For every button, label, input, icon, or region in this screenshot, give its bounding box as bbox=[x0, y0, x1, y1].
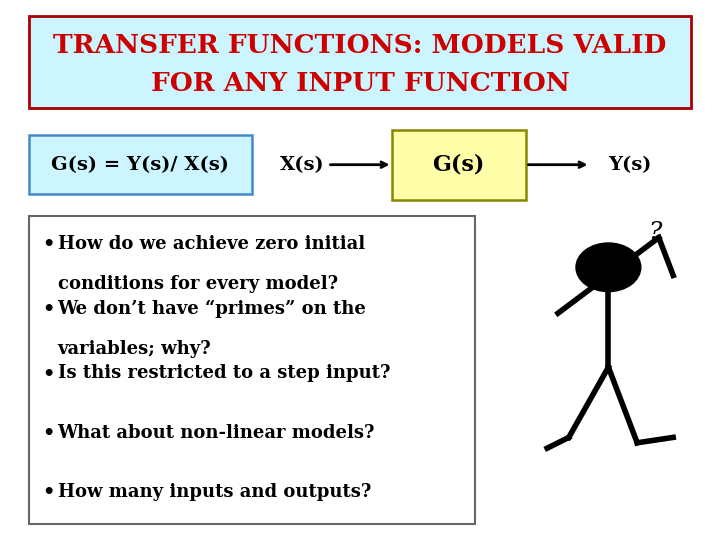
Text: We don’t have “primes” on the: We don’t have “primes” on the bbox=[58, 300, 366, 318]
Text: How many inputs and outputs?: How many inputs and outputs? bbox=[58, 483, 371, 501]
Text: TRANSFER FUNCTIONS: MODELS VALID: TRANSFER FUNCTIONS: MODELS VALID bbox=[53, 33, 667, 58]
Text: variables; why?: variables; why? bbox=[58, 340, 211, 358]
FancyBboxPatch shape bbox=[392, 130, 526, 200]
Text: ?: ? bbox=[649, 221, 662, 244]
Text: •: • bbox=[42, 424, 54, 443]
Text: FOR ANY INPUT FUNCTION: FOR ANY INPUT FUNCTION bbox=[150, 71, 570, 96]
FancyBboxPatch shape bbox=[29, 16, 691, 108]
Text: What about non-linear models?: What about non-linear models? bbox=[58, 424, 375, 442]
Circle shape bbox=[576, 243, 641, 292]
Text: Is this restricted to a step input?: Is this restricted to a step input? bbox=[58, 364, 390, 382]
Text: How do we achieve zero initial: How do we achieve zero initial bbox=[58, 235, 365, 253]
Text: •: • bbox=[42, 235, 54, 254]
Text: •: • bbox=[42, 364, 54, 383]
Text: •: • bbox=[42, 300, 54, 319]
Text: G(s): G(s) bbox=[433, 154, 485, 176]
Text: G(s) = Y(s)/ X(s): G(s) = Y(s)/ X(s) bbox=[51, 156, 230, 174]
Text: Y(s): Y(s) bbox=[608, 156, 652, 174]
Text: •: • bbox=[42, 483, 54, 502]
FancyBboxPatch shape bbox=[29, 216, 475, 524]
Text: conditions for every model?: conditions for every model? bbox=[58, 275, 338, 293]
FancyBboxPatch shape bbox=[29, 135, 252, 194]
Text: X(s): X(s) bbox=[280, 156, 325, 174]
